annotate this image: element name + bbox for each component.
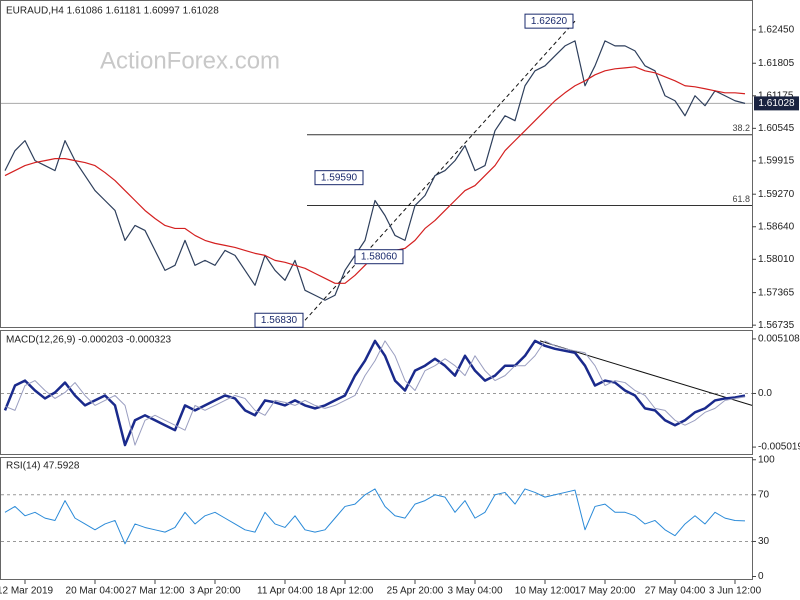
x-tick-label: 11 Apr 04:00 — [257, 586, 313, 597]
x-tick-label: 27 May 04:00 — [645, 586, 706, 597]
y-tick-label: -0.005019 — [758, 442, 800, 453]
annotation-box — [524, 13, 574, 29]
watermark: ActionForex.com — [100, 47, 280, 74]
y-tick-label: 70 — [758, 489, 770, 500]
annotation-box — [354, 249, 404, 265]
rsi-title: RSI(14) 47.5928 — [6, 461, 80, 472]
price-title: EURAUD,H4 1.61086 1.61181 1.60997 1.6102… — [6, 6, 219, 17]
price-panel-frame — [0, 0, 753, 328]
x-tick-label: 18 Apr 12:00 — [317, 586, 374, 597]
y-tick-label: 1.56735 — [758, 320, 795, 331]
y-tick-label: 0.005108 — [758, 334, 800, 345]
annotation-label: 1.59590 — [321, 172, 358, 183]
y-tick-label: 1.62450 — [758, 25, 795, 36]
y-tick-label: 1.59915 — [758, 156, 795, 167]
y-tick-label: 1.57365 — [758, 287, 795, 298]
last-price-box — [754, 96, 799, 111]
x-tick-label: 12 Mar 2019 — [0, 586, 54, 597]
x-tick-label: 17 May 20:00 — [575, 586, 636, 597]
x-tick-label: 3 Apr 20:00 — [189, 586, 241, 597]
y-tick-label: 0.0 — [758, 388, 772, 399]
annotation-box — [254, 312, 304, 328]
y-tick-label: 1.58010 — [758, 254, 795, 265]
annotation-label: 1.58060 — [361, 251, 398, 262]
series-line — [4, 40, 746, 301]
x-tick-label: 3 May 04:00 — [447, 586, 502, 597]
y-tick-label: 1.58640 — [758, 221, 795, 232]
y-tick-label: 30 — [758, 536, 770, 547]
x-tick-label: 3 Jun 12:00 — [709, 586, 762, 597]
macd-title: MACD(12,26,9) -0.000203 -0.000323 — [6, 335, 172, 346]
y-tick-label: 1.61805 — [758, 58, 795, 69]
fib-label: 38.2 — [732, 123, 750, 133]
rsi-panel-frame — [0, 457, 753, 580]
series-line — [4, 340, 746, 446]
last-price-label: 1.61028 — [758, 98, 795, 109]
y-tick-label: 1.59270 — [758, 189, 795, 200]
series-line — [3, 339, 746, 447]
y-tick-label: 0 — [758, 571, 764, 582]
y-tick-label: 1.61175 — [758, 90, 794, 101]
annotation-label: 1.62620 — [531, 16, 568, 27]
y-tick-label: 100 — [758, 454, 775, 465]
x-tick-label: 25 Apr 20:00 — [387, 586, 444, 597]
y-tick-label: 1.60545 — [758, 123, 795, 134]
x-tick-label: 10 May 12:00 — [515, 586, 576, 597]
macd-panel-frame — [0, 330, 753, 455]
x-tick-label: 20 Mar 04:00 — [66, 586, 125, 597]
annotation-label: 1.56830 — [261, 315, 298, 326]
x-tick-label: 27 Mar 12:00 — [126, 586, 185, 597]
series-line — [4, 488, 746, 545]
fib-label: 61.8 — [732, 194, 750, 204]
annotation-box — [314, 170, 364, 186]
